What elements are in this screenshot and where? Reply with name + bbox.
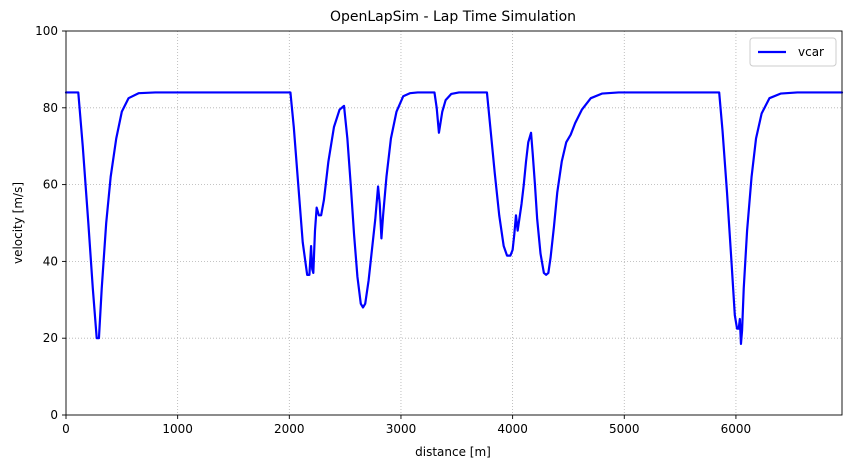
legend-label-vcar: vcar	[798, 45, 824, 59]
plot-area	[64, 91, 844, 346]
y-tick-label: 60	[43, 178, 58, 192]
legend-box	[749, 37, 837, 67]
y-tick-label: 20	[43, 331, 58, 345]
x-tick-label: 5000	[609, 422, 640, 436]
y-tick-label: 40	[43, 254, 58, 268]
series-line-vcar	[64, 91, 844, 346]
legend: vcar	[749, 37, 837, 67]
x-tick-label: 2000	[274, 422, 305, 436]
y-axis-label: velocity [m/s]	[11, 182, 25, 264]
x-tick-label: 3000	[386, 422, 417, 436]
axes-frame	[65, 30, 843, 416]
x-tick-label: 1000	[162, 422, 193, 436]
y-tick-label: 0	[50, 408, 58, 422]
axes	[65, 30, 843, 416]
x-tick-label: 4000	[497, 422, 528, 436]
grid-lines	[66, 31, 842, 415]
y-tick-label: 80	[43, 101, 58, 115]
x-tick-label: 6000	[721, 422, 752, 436]
x-tick-label: 0	[62, 422, 70, 436]
y-tick-label: 100	[35, 24, 58, 38]
ticks: 0 1000 2000 3000 4000 5000 6000 0 20 40 60 80 100	[35, 24, 751, 436]
chart-title: OpenLapSim - Lap Time Simulation	[330, 9, 576, 25]
x-axis-label: distance [m]	[415, 445, 491, 459]
